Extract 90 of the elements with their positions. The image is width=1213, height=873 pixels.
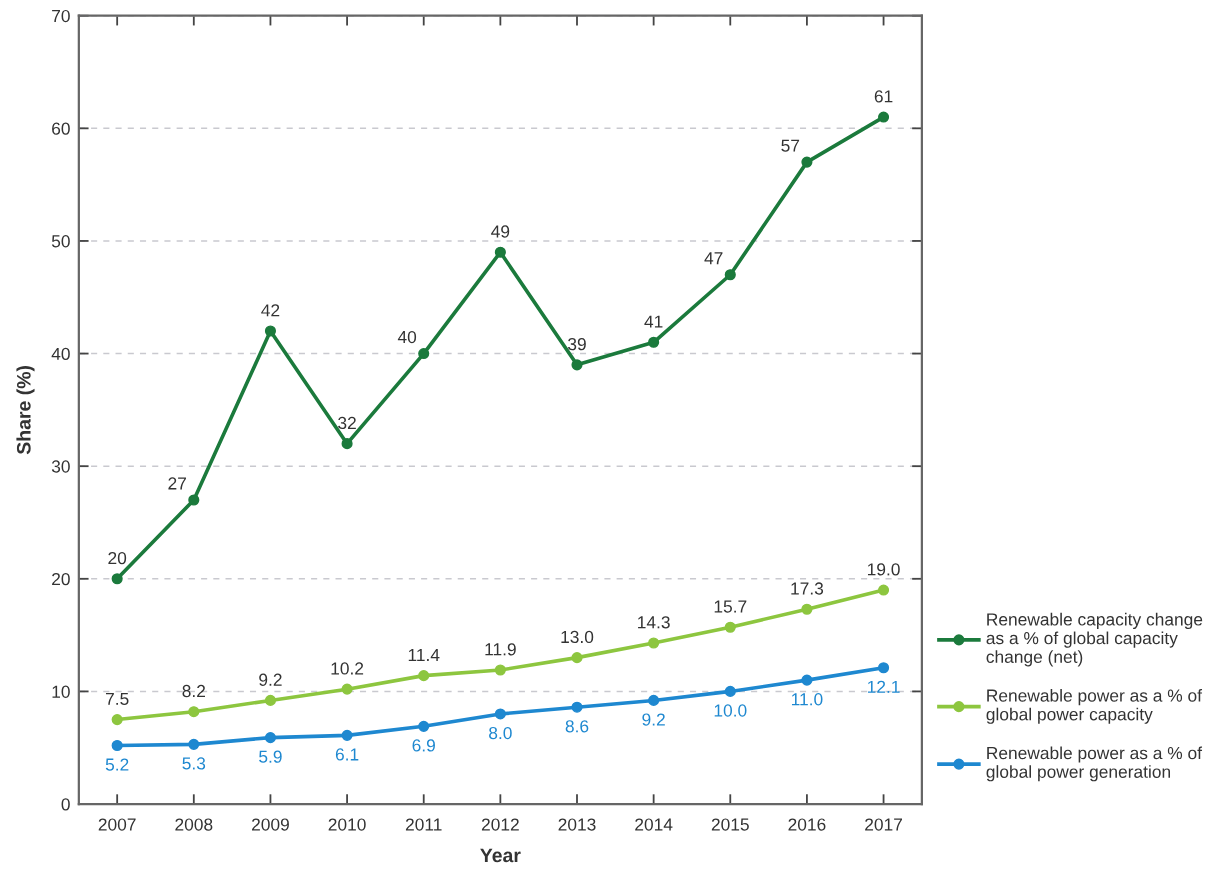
y-tick-label: 70 bbox=[52, 9, 70, 23]
data-label: 8.6 bbox=[565, 720, 589, 733]
data-label: 15.7 bbox=[714, 600, 747, 613]
point bbox=[494, 664, 506, 676]
data-label: 10.0 bbox=[714, 704, 747, 717]
y-tick-label: 20 bbox=[52, 572, 70, 586]
x-tick-label: 2015 bbox=[711, 818, 749, 831]
data-label: 41 bbox=[644, 315, 663, 328]
point bbox=[494, 708, 506, 720]
x-tick-label: 2016 bbox=[788, 818, 826, 831]
y-tick-label: 50 bbox=[51, 235, 70, 248]
data-label: 13.0 bbox=[561, 630, 594, 644]
point bbox=[801, 603, 813, 615]
data-label: 6.1 bbox=[335, 748, 359, 761]
data-label: 6.9 bbox=[412, 739, 435, 752]
y-tick-label: 30 bbox=[51, 460, 70, 473]
point bbox=[724, 685, 736, 697]
data-label: 47 bbox=[704, 252, 723, 265]
point bbox=[341, 683, 353, 695]
y-tick-label: 60 bbox=[52, 122, 70, 135]
legend-label: Renewable power as a % of global power generation bbox=[986, 746, 1203, 782]
point bbox=[724, 621, 736, 633]
point bbox=[724, 269, 736, 281]
data-label: 9.2 bbox=[259, 673, 282, 686]
point bbox=[571, 701, 583, 713]
data-label: 12.1 bbox=[867, 680, 900, 693]
data-label: 8.2 bbox=[182, 684, 205, 698]
x-tick-label: 2009 bbox=[252, 818, 289, 831]
data-label: 61 bbox=[874, 90, 893, 103]
data-label: 42 bbox=[261, 304, 280, 317]
y-tick-label: 10 bbox=[52, 685, 70, 698]
data-label: 19.0 bbox=[867, 563, 900, 576]
data-label: 10.2 bbox=[331, 662, 364, 675]
point bbox=[341, 729, 353, 741]
data-label: 27 bbox=[168, 477, 186, 490]
point bbox=[878, 111, 890, 123]
data-label: 57 bbox=[781, 139, 800, 152]
legend-label: Renewable power as a % of global power capacity bbox=[986, 688, 1203, 724]
data-label: 14.3 bbox=[638, 616, 670, 629]
data-label: 40 bbox=[397, 330, 417, 344]
point bbox=[878, 584, 890, 596]
data-label: 39 bbox=[568, 337, 586, 351]
point bbox=[494, 246, 506, 258]
data-label: 5.2 bbox=[105, 758, 129, 771]
x-tick-label: 2008 bbox=[175, 818, 213, 831]
data-label: 20 bbox=[108, 551, 127, 565]
data-label: 49 bbox=[491, 225, 510, 238]
data-label: 11.4 bbox=[408, 648, 440, 661]
x-tick-label: 2012 bbox=[481, 818, 519, 831]
point bbox=[188, 738, 200, 750]
point bbox=[571, 652, 583, 664]
point bbox=[418, 670, 430, 682]
x-tick-label: 2014 bbox=[635, 818, 673, 831]
data-label: 7.5 bbox=[105, 692, 129, 706]
point bbox=[341, 438, 353, 450]
x-tick-label: 2011 bbox=[405, 818, 442, 831]
point bbox=[188, 706, 200, 718]
point bbox=[648, 637, 660, 649]
legend-label: Renewable capacity change as a % of global capacity change (net) bbox=[986, 612, 1203, 667]
data-label: 5.3 bbox=[182, 757, 206, 770]
point bbox=[878, 662, 890, 674]
data-label: 17.3 bbox=[791, 582, 824, 595]
data-label: 11.0 bbox=[791, 693, 823, 706]
point bbox=[418, 348, 430, 360]
data-label: 11.9 bbox=[485, 643, 516, 656]
point bbox=[571, 359, 583, 371]
x-tick-label: 2013 bbox=[558, 818, 596, 831]
point bbox=[648, 694, 660, 706]
data-label: 32 bbox=[338, 416, 356, 430]
y-tick-label: 0 bbox=[61, 798, 70, 811]
x-axis-title: Year bbox=[480, 848, 521, 863]
point bbox=[111, 739, 123, 752]
point bbox=[648, 336, 660, 348]
x-tick-label: 2007 bbox=[98, 818, 136, 831]
x-tick-label: 2017 bbox=[865, 818, 902, 831]
point bbox=[111, 714, 123, 726]
point bbox=[801, 674, 813, 686]
point bbox=[111, 573, 123, 585]
x-tick-label: 2010 bbox=[328, 818, 366, 831]
data-label: 5.9 bbox=[259, 750, 282, 763]
y-axis-title: Share (%) bbox=[16, 366, 35, 455]
data-label: 9.2 bbox=[642, 713, 665, 726]
point bbox=[264, 694, 277, 706]
point bbox=[264, 732, 277, 744]
data-label: 8.0 bbox=[489, 726, 512, 740]
point bbox=[264, 325, 277, 337]
point bbox=[418, 720, 430, 732]
point bbox=[801, 156, 813, 168]
y-tick-label: 40 bbox=[51, 347, 70, 361]
point bbox=[188, 494, 200, 506]
